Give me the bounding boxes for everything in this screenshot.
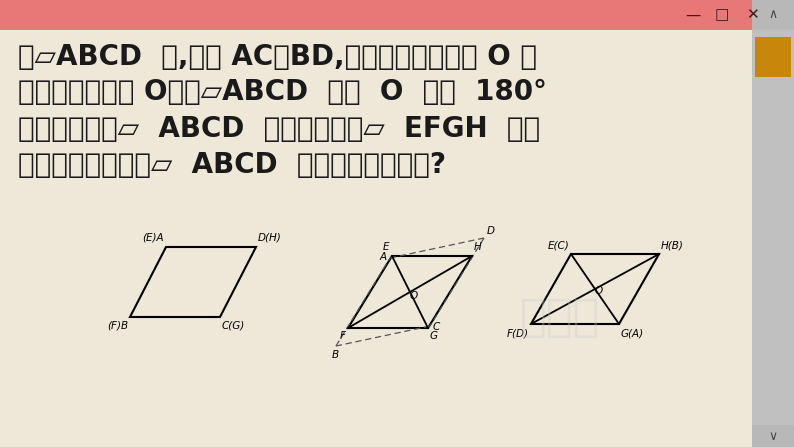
Text: 华师大: 华师大 [520, 295, 600, 338]
Text: 在▱ABCD  中,连结 AC、BD,它们的交点记为点 O 用: 在▱ABCD 中,连结 AC、BD,它们的交点记为点 O 用 [18, 43, 537, 71]
Text: B: B [331, 350, 338, 360]
Text: ✕: ✕ [746, 8, 758, 22]
Text: —: — [685, 8, 700, 22]
Bar [752, 0, 794, 30]
Text: O: O [595, 286, 603, 296]
Text: F: F [340, 331, 346, 341]
Bar [755, 37, 791, 77]
Text: H(B): H(B) [661, 240, 684, 250]
Bar [752, 0, 794, 447]
Text: E(C): E(C) [547, 240, 569, 250]
Text: O: O [410, 291, 418, 301]
Text: D(H): D(H) [258, 233, 282, 243]
Text: ∨: ∨ [769, 430, 777, 443]
Text: G(A): G(A) [621, 328, 644, 338]
Text: H: H [474, 242, 482, 252]
Text: C: C [433, 322, 440, 332]
Text: (F)B: (F)B [107, 321, 128, 331]
Bar [0, 0, 752, 30]
Bar [752, 425, 794, 447]
Text: □: □ [715, 8, 729, 22]
Text: E: E [383, 242, 389, 252]
Text: ∧: ∧ [769, 8, 777, 21]
Text: G: G [430, 331, 438, 341]
Text: A: A [380, 252, 387, 262]
Text: (E)A: (E)A [142, 233, 164, 243]
Text: D: D [487, 226, 495, 236]
Text: 重合你能从中得出▱  ABCD  的一些边角关系吗?: 重合你能从中得出▱ ABCD 的一些边角关系吗? [18, 151, 446, 179]
Text: C(G): C(G) [222, 321, 245, 331]
Text: 一枚图钉穿过点 O，将▱ABCD  绕点  O  旋转  180°: 一枚图钉穿过点 O，将▱ABCD 绕点 O 旋转 180° [18, 78, 547, 106]
Text: 观察旋转后的▱  ABCD  和纸上所画的▱  EFGH  是否: 观察旋转后的▱ ABCD 和纸上所画的▱ EFGH 是否 [18, 115, 540, 143]
Text: F(D): F(D) [507, 328, 529, 338]
